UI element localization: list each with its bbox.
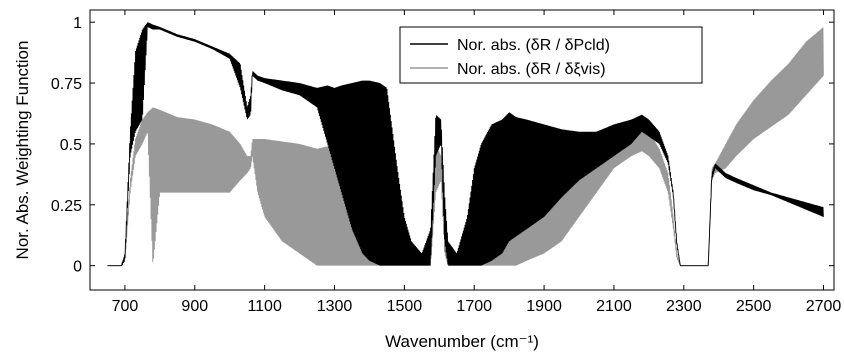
x-tick-label: 1700: [456, 298, 492, 315]
x-tick-label: 2500: [736, 298, 772, 315]
legend-box: [399, 26, 703, 84]
x-tick-label: 1300: [317, 298, 353, 315]
x-tick-label: 2300: [666, 298, 702, 315]
x-tick-label: 900: [181, 298, 208, 315]
x-tick-label: 1500: [387, 298, 423, 315]
legend: Nor. abs. (δR / δPcld) Nor. abs. (δR / δ…: [399, 26, 703, 84]
legend-label-series-1: Nor. abs. (δR / δPcld): [457, 37, 610, 54]
series-line-1: [107, 22, 824, 267]
plot-area: [107, 22, 824, 267]
y-tick-label: 0.25: [51, 198, 82, 215]
y-tick-label: 0.5: [60, 137, 82, 154]
legend-label-series-2: Nor. abs. (δR / δξvis): [457, 61, 606, 78]
plot-frame: [89, 9, 835, 291]
y-tick-label: 0.75: [51, 76, 82, 93]
x-tick-label: 1900: [526, 298, 562, 315]
x-tick-label: 2700: [806, 298, 842, 315]
x-tick-label: 1100: [247, 298, 282, 315]
y-tick-label: 1: [73, 15, 82, 32]
y-tick-label: 0: [73, 259, 82, 276]
x-axis-label: Wavenumber (cm⁻¹): [385, 332, 539, 351]
x-tick-label: 2100: [596, 298, 632, 315]
y-axis-label: Nor. Abs. Weighting Function: [13, 41, 32, 260]
axis-ticks: 700 900 1100 1300 1500 1700 1900 2100 2300 2500 27…: [51, 10, 842, 315]
x-tick-label: 700: [112, 298, 139, 315]
